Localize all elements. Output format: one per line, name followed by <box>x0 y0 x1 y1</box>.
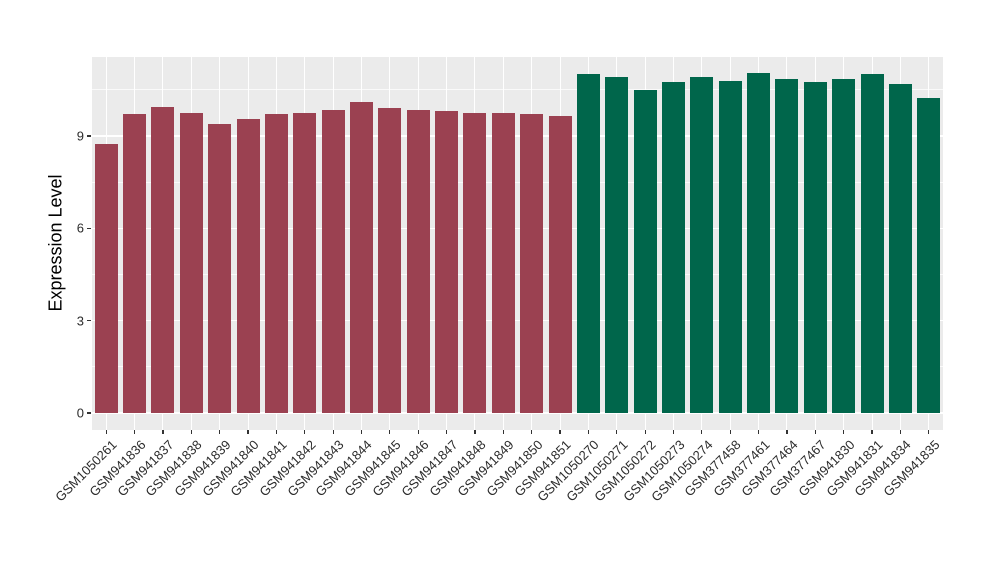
x-tick-mark <box>105 430 107 434</box>
x-tick-mark <box>928 430 930 434</box>
x-tick-mark <box>531 430 533 434</box>
x-tick-mark <box>672 430 675 434</box>
x-tick-mark <box>899 430 902 434</box>
y-tick-label: 0 <box>76 405 84 421</box>
bar <box>718 80 742 413</box>
gridline-minor <box>92 89 943 91</box>
bar <box>690 77 714 413</box>
bar <box>775 79 799 413</box>
x-tick-mark <box>389 430 391 434</box>
bar <box>236 119 260 413</box>
bar <box>888 83 912 413</box>
x-tick-mark <box>587 430 589 434</box>
x-tick-mark <box>360 430 363 434</box>
y-tick-mark <box>87 320 91 322</box>
bar <box>576 74 600 413</box>
x-tick-mark <box>474 430 476 434</box>
bar <box>662 82 686 413</box>
bar <box>435 111 459 413</box>
bar <box>321 109 345 413</box>
gridline-major <box>92 412 943 414</box>
x-tick-mark <box>190 430 192 434</box>
y-tick-mark <box>87 227 91 229</box>
x-tick-mark <box>843 430 845 434</box>
x-tick-mark <box>304 430 306 434</box>
bar <box>151 106 175 413</box>
bar <box>293 112 317 413</box>
bar <box>832 79 856 413</box>
bar <box>463 112 487 413</box>
bar <box>94 143 118 413</box>
gridline-major <box>92 135 943 137</box>
bar <box>208 123 232 413</box>
x-tick-mark <box>417 430 419 434</box>
x-tick-mark <box>871 430 873 434</box>
bar <box>406 109 430 413</box>
y-tick-label: 3 <box>76 313 84 329</box>
x-tick-mark <box>786 430 788 434</box>
x-tick-mark <box>758 430 760 434</box>
x-tick-mark <box>275 430 277 434</box>
x-tick-mark <box>133 430 136 434</box>
x-tick-mark <box>616 430 618 434</box>
x-tick-mark <box>502 430 504 434</box>
bar <box>378 108 402 413</box>
x-tick-mark <box>814 430 816 434</box>
bar <box>520 114 544 413</box>
x-tick-mark <box>559 430 561 434</box>
x-tick-mark <box>219 430 221 434</box>
y-tick-mark <box>87 135 91 137</box>
gridline-minor <box>92 274 943 275</box>
gridline-major <box>92 319 943 322</box>
bar <box>860 74 884 413</box>
bar <box>264 114 288 413</box>
gridline-minor <box>92 366 943 368</box>
bar <box>491 112 515 413</box>
plot-panel <box>92 57 943 430</box>
y-tick-label: 6 <box>76 220 84 236</box>
bar <box>605 77 629 413</box>
y-axis-title: Expression Level <box>45 174 66 312</box>
bar <box>917 97 941 413</box>
bar <box>179 112 203 413</box>
y-tick-label: 9 <box>76 128 84 144</box>
bar <box>123 114 147 413</box>
bar <box>548 115 572 413</box>
x-tick-mark <box>729 430 731 434</box>
bar <box>349 102 373 413</box>
y-tick-mark <box>87 412 91 414</box>
x-tick-mark <box>247 430 249 434</box>
x-tick-mark <box>445 430 448 434</box>
bar <box>747 72 771 413</box>
x-tick-mark <box>701 430 703 434</box>
x-tick-mark <box>644 430 646 434</box>
gridline-major <box>92 227 943 229</box>
gridline-minor <box>92 181 943 183</box>
bar <box>803 82 827 413</box>
x-tick-mark <box>162 430 164 434</box>
x-tick-mark <box>332 430 334 434</box>
bar <box>633 89 657 413</box>
